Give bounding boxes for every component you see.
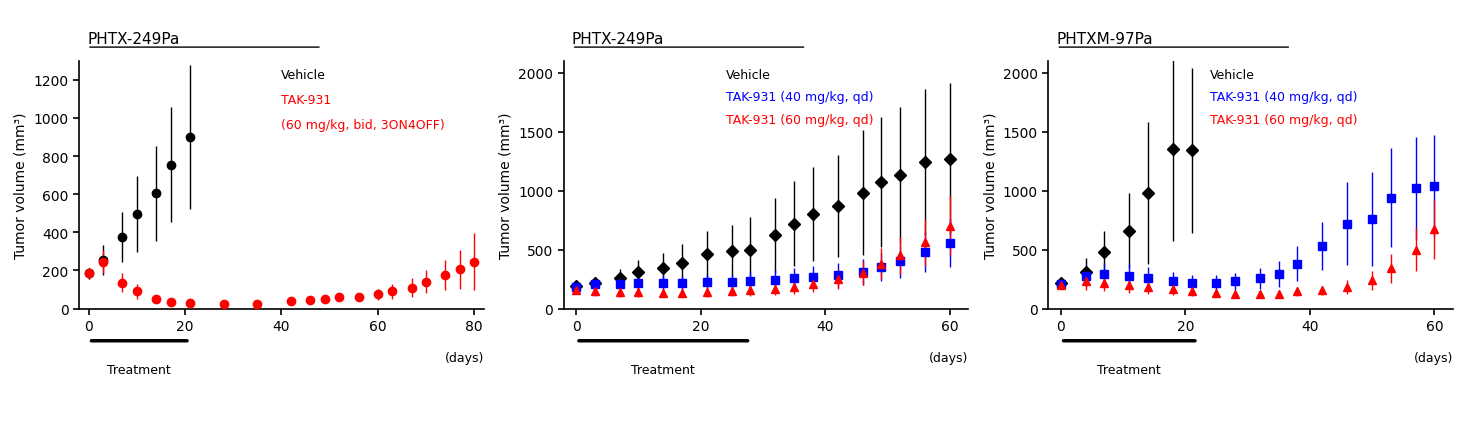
Text: Vehicle: Vehicle xyxy=(282,69,326,82)
Text: TAK-931 (60 mg/kg, qd): TAK-931 (60 mg/kg, qd) xyxy=(726,114,873,126)
Text: Treatment: Treatment xyxy=(1097,363,1162,376)
Text: PHTXM-97Pa: PHTXM-97Pa xyxy=(1056,32,1153,47)
Text: Vehicle: Vehicle xyxy=(726,69,770,82)
Text: Treatment: Treatment xyxy=(631,363,695,376)
Text: (days): (days) xyxy=(445,351,484,364)
Text: TAK-931 (40 mg/kg, qd): TAK-931 (40 mg/kg, qd) xyxy=(726,91,873,104)
Y-axis label: Tumor volume (mm³): Tumor volume (mm³) xyxy=(13,112,28,258)
Text: TAK-931: TAK-931 xyxy=(282,94,332,107)
Y-axis label: Tumor volume (mm³): Tumor volume (mm³) xyxy=(983,112,998,258)
Y-axis label: Tumor volume (mm³): Tumor volume (mm³) xyxy=(499,112,512,258)
Text: (days): (days) xyxy=(1414,351,1454,364)
Text: TAK-931 (60 mg/kg, qd): TAK-931 (60 mg/kg, qd) xyxy=(1210,114,1358,126)
Text: PHTX-249Pa: PHTX-249Pa xyxy=(572,32,665,47)
Text: Treatment: Treatment xyxy=(107,363,172,376)
Text: PHTX-249Pa: PHTX-249Pa xyxy=(87,32,179,47)
Text: (60 mg/kg, bid, 3ON4OFF): (60 mg/kg, bid, 3ON4OFF) xyxy=(282,118,445,132)
Text: (days): (days) xyxy=(929,351,968,364)
Text: TAK-931 (40 mg/kg, qd): TAK-931 (40 mg/kg, qd) xyxy=(1210,91,1358,104)
Text: Vehicle: Vehicle xyxy=(1210,69,1256,82)
